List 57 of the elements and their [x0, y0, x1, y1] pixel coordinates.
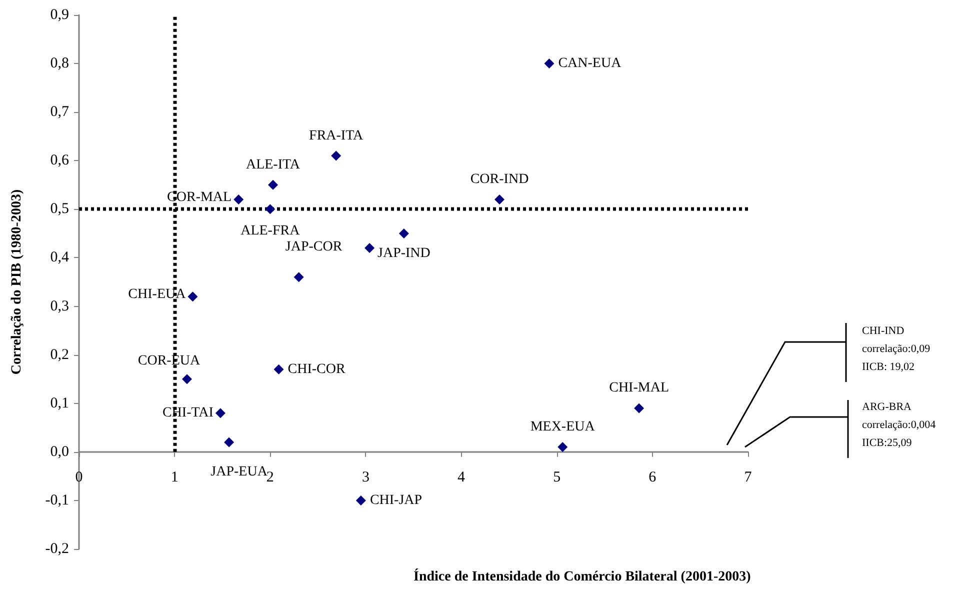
- point: [494, 194, 505, 204]
- y-tick-label: -0,1: [45, 492, 69, 508]
- annotation: ALE-ITA: [246, 157, 301, 172]
- y-axis-title: Correlação do PIB (1980-2003): [10, 189, 24, 375]
- point: [331, 150, 342, 161]
- annotation: ALE-FRA: [240, 224, 301, 239]
- annotation: CAN-EUA: [558, 56, 622, 72]
- text: CHI-IND correlação:0,09 IICB: 19,02: [862, 324, 930, 375]
- annotation: CHI-COR: [288, 362, 346, 377]
- x-tick-label: 5: [553, 469, 561, 486]
- point: [188, 292, 198, 302]
- point: [268, 180, 278, 190]
- point: [398, 228, 409, 238]
- y-tick-label: 0,6: [50, 152, 70, 169]
- annotation: COR-MAL: [167, 190, 232, 205]
- x-tick-label: 2: [266, 469, 274, 486]
- y-tick-label: -0,2: [45, 541, 69, 557]
- y-tick-label: 0,7: [50, 104, 70, 120]
- point: [356, 495, 366, 506]
- x-tick-label: 4: [458, 469, 466, 486]
- point: [364, 243, 375, 254]
- annotation: FRA-ITA: [309, 128, 364, 144]
- annotation: CHI-TAI: [162, 406, 214, 421]
- annotation: CHI-EUA: [128, 287, 187, 302]
- x-tick-label: 3: [362, 469, 370, 486]
- x-axis-title: Índice de Intensidade do Comércio Bilateral (2001-2003): [414, 568, 752, 584]
- x-tick-label: 1: [170, 469, 178, 486]
- annotation: CHI-JAP: [370, 492, 422, 508]
- point: [215, 408, 226, 418]
- annotation: COR-EUA: [138, 354, 201, 369]
- point: [234, 194, 244, 204]
- text: ARG-BRA correlação:0,004 IICB:25,09: [862, 400, 936, 451]
- annotation: MEX-EUA: [530, 420, 596, 435]
- point: [634, 403, 644, 414]
- point: [182, 374, 192, 384]
- y-tick-label: 0,9: [50, 7, 69, 23]
- x-tick-label: 6: [648, 469, 657, 486]
- point: [294, 272, 304, 282]
- y-tick-label: 0,3: [50, 298, 69, 314]
- x-tick-label: 7: [744, 469, 752, 486]
- point: [265, 204, 276, 214]
- point: [274, 364, 284, 374]
- y-tick-label: 0,5: [50, 201, 69, 218]
- y-tick-label: 0,2: [50, 346, 69, 363]
- x-tick-label: 0: [75, 469, 83, 486]
- point: [558, 442, 568, 452]
- annotation: CHI-MAL: [609, 380, 669, 396]
- y-tick-label: 0,4: [50, 250, 70, 266]
- y-tick-label: 0,0: [50, 444, 69, 460]
- y-tick-label: 0,8: [50, 56, 69, 72]
- y-tick-label: 0,1: [50, 395, 69, 412]
- annotation: JAP-EUA: [210, 464, 268, 480]
- annotation: COR-IND: [470, 172, 529, 187]
- annotation: JAP-COR: [285, 240, 343, 255]
- point: [544, 58, 554, 69]
- point: [224, 437, 234, 448]
- annotation: JAP-IND: [378, 246, 430, 261]
